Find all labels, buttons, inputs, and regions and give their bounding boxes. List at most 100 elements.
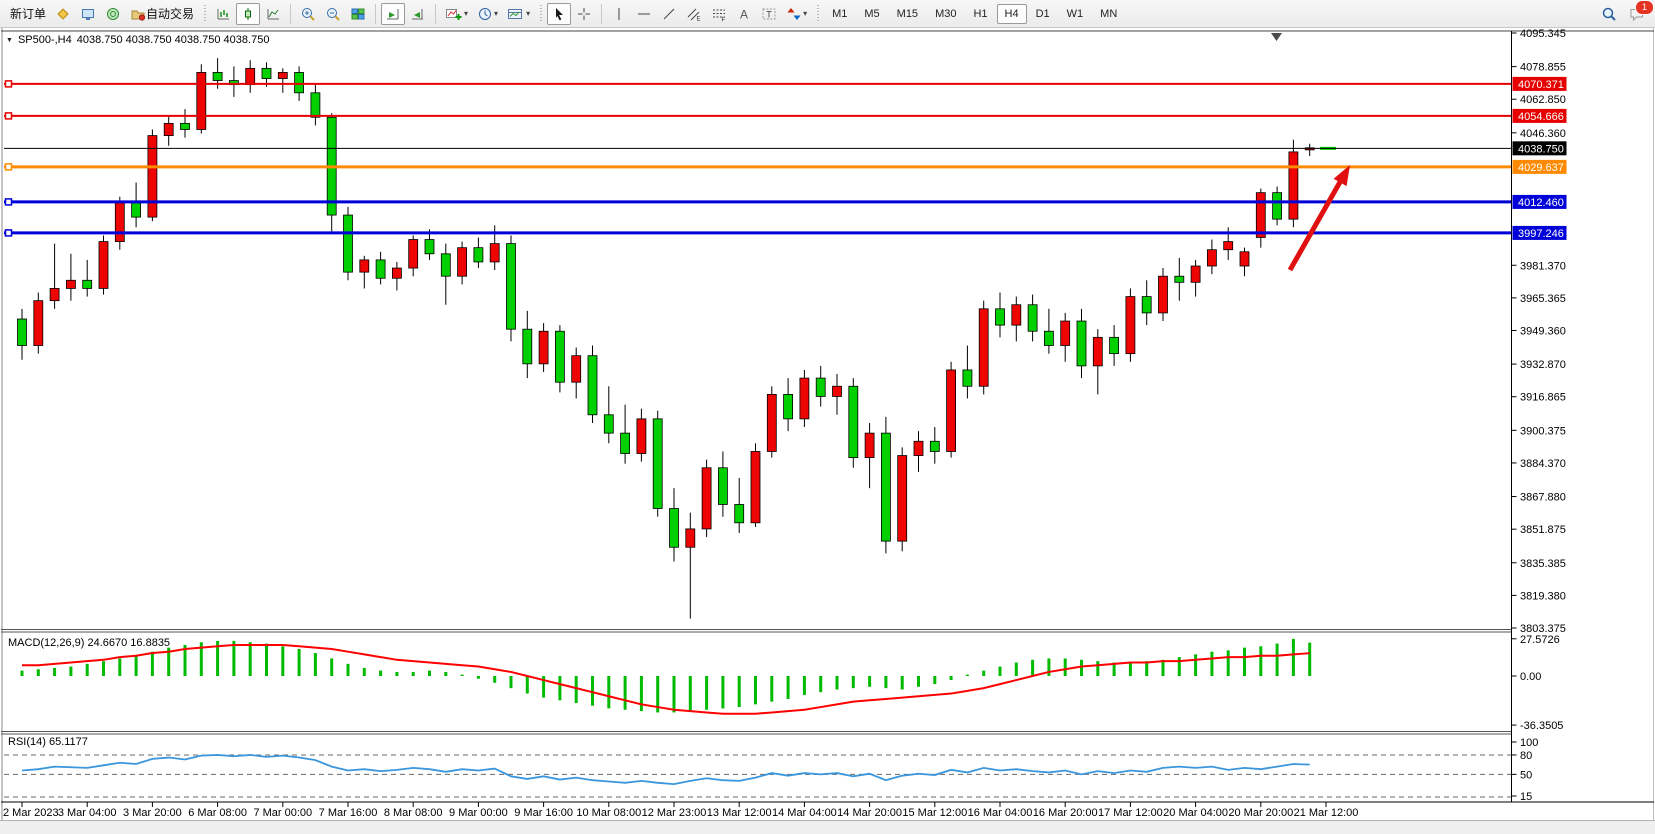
chart-symbol-header[interactable]: ▼ SP500-,H4 4038.750 4038.750 4038.750 4… [6, 34, 269, 46]
timeframe-m5-button[interactable]: M5 [856, 4, 887, 24]
candle-body [375, 259, 386, 279]
data-window-button[interactable] [76, 3, 100, 25]
metaeditor-button[interactable] [51, 3, 75, 25]
crosshair-tool-button[interactable] [572, 3, 596, 25]
price-tick-label: 4095.345 [1520, 28, 1566, 40]
fibonacci-tool-button[interactable]: F [707, 3, 731, 25]
tile-windows-button[interactable] [346, 3, 370, 25]
candle-body [66, 279, 76, 289]
price-line-badge-label: 4038.750 [1518, 143, 1564, 155]
horizontal-line-tool-button[interactable] [632, 3, 656, 25]
price-line-badge [1512, 159, 1567, 174]
line-chart-button[interactable] [261, 3, 285, 25]
timeframe-m1-button[interactable]: M1 [824, 4, 855, 24]
new-order-button[interactable]: 新订单 [6, 3, 50, 25]
notifications-button[interactable]: 1 [1625, 0, 1654, 25]
rsi-tick-label: 100 [1520, 737, 1538, 749]
candle-body [261, 67, 272, 79]
timeframe-h1-button[interactable]: H1 [965, 4, 995, 24]
timeframe-m15-button[interactable]: M15 [889, 4, 926, 24]
zoom-out-icon [327, 7, 340, 21]
navigator-icon [107, 7, 120, 20]
vertical-line-tool-button[interactable] [607, 3, 631, 25]
cursor-tool-button[interactable] [547, 2, 572, 25]
candle-body [685, 528, 696, 548]
symbol-dropdown-icon[interactable]: ▼ [6, 36, 13, 44]
candle-body [864, 432, 875, 458]
candle-body [1158, 275, 1168, 314]
text-tool-button[interactable]: A [732, 3, 756, 25]
chart-shift-button[interactable] [406, 3, 430, 25]
templates-caret: ▾ [526, 9, 531, 18]
time-tick-label: 2 Mar 2023 [3, 807, 59, 819]
price-tick-label: 3867.880 [1520, 492, 1566, 504]
timeframe-m30-button[interactable]: M30 [927, 4, 964, 24]
toolbar-grip[interactable] [815, 4, 821, 23]
price-line-badge [1512, 194, 1567, 209]
tile-windows-icon [351, 8, 365, 19]
time-tick-label: 14 Mar 20:00 [837, 807, 902, 819]
price-tick-label: 3981.370 [1520, 260, 1566, 272]
candle-body [440, 253, 451, 277]
time-tick-label: 7 Mar 16:00 [319, 807, 378, 819]
price-line-badge [1512, 141, 1567, 156]
candle-body [603, 414, 614, 434]
symbol-timeframe-label: SP500-,H4 [17, 34, 72, 46]
macd-tick-label: 27.5726 [1520, 634, 1560, 646]
timeframe-w1-button[interactable]: W1 [1059, 4, 1092, 24]
new-order-label: 新订单 [10, 7, 47, 21]
add-indicator-button[interactable]: ▾ [441, 3, 472, 25]
price-tick-label: 3803.375 [1520, 623, 1566, 635]
price-tick-label: 4078.855 [1520, 62, 1566, 74]
candle-body [180, 122, 190, 130]
timeframe-d1-button[interactable]: D1 [1028, 4, 1058, 24]
zoom-out-button[interactable] [321, 3, 345, 25]
candle-body [669, 508, 679, 548]
navigator-button[interactable] [101, 3, 125, 25]
timeframe-mn-button[interactable]: MN [1092, 4, 1125, 24]
svg-text:F: F [722, 17, 726, 22]
candle-body [49, 288, 60, 302]
candle-body [1272, 192, 1282, 220]
bar-chart-button[interactable] [211, 3, 235, 25]
toolbar-separator [290, 3, 292, 24]
candle-body [1011, 304, 1022, 326]
price-line-badge-label: 3997.246 [1518, 228, 1564, 240]
search-icon [1602, 7, 1616, 21]
periods-button[interactable]: ▾ [473, 3, 502, 25]
chart-shift-marker [1271, 33, 1282, 41]
candlestick-chart-button[interactable] [236, 2, 261, 25]
candle-body [1255, 192, 1266, 238]
candle-body [1239, 251, 1250, 267]
rsi-tick-label: 80 [1520, 750, 1532, 762]
time-tick-label: 3 Mar 04:00 [58, 807, 117, 819]
zoom-in-button[interactable] [296, 3, 320, 25]
data-window-icon [82, 8, 95, 20]
metaeditor-icon [57, 7, 69, 20]
candle-body [131, 202, 142, 218]
templates-button[interactable]: ▾ [503, 3, 534, 25]
price-tick-label: 3900.375 [1520, 425, 1566, 437]
auto-scroll-button[interactable] [381, 2, 406, 25]
autotrading-button[interactable]: 自动交易 [126, 3, 198, 25]
time-tick-label: 3 Mar 20:00 [123, 807, 182, 819]
price-tick-label: 3916.865 [1520, 392, 1566, 404]
toolbar-grip[interactable] [202, 4, 208, 23]
arrows-tool-button[interactable]: ▾ [782, 3, 811, 25]
candle-body [163, 122, 174, 136]
toolbar-grip[interactable] [538, 4, 544, 23]
clock-icon [479, 7, 492, 20]
text-label-tool-button[interactable]: T [757, 3, 781, 25]
toolbar-separator [435, 3, 437, 24]
timeframe-h4-button[interactable]: H4 [996, 3, 1027, 24]
time-tick-label: 13 Mar 12:00 [707, 807, 772, 819]
candle-body [17, 318, 27, 346]
text-label-icon: T [762, 8, 776, 19]
search-button[interactable] [1597, 3, 1621, 25]
vertical-line-icon [618, 7, 620, 20]
equidistant-channel-tool-button[interactable]: E [682, 3, 706, 25]
rsi-tick-label: 50 [1520, 769, 1532, 781]
trendline-tool-button[interactable] [657, 3, 681, 25]
